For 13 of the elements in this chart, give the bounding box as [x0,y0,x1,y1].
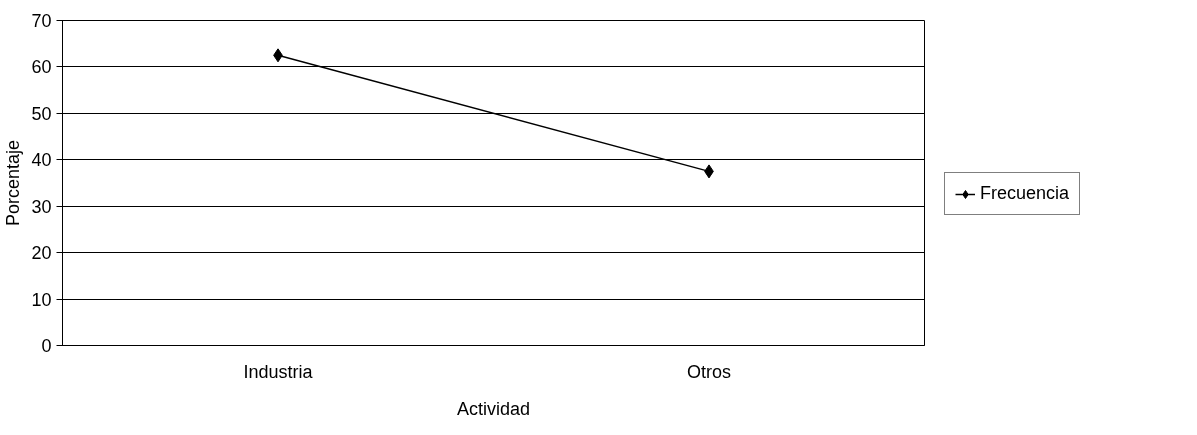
x-axis-title: Actividad [456,398,531,419]
legend-label: Frecuencia [980,183,1070,204]
y-tick-label: 0 [41,336,52,356]
y-tick-label: 30 [31,196,52,217]
y-tick-label: 20 [31,243,52,264]
y-tick-label: 40 [31,150,52,171]
y-axis-title: Porcentaje [3,139,24,227]
y-tick-label: 10 [31,289,52,310]
y-tick-label: 50 [31,103,52,124]
y-tick-label: 60 [31,57,52,78]
x-tick-label: Otros [687,361,732,382]
y-tick-label: 70 [31,11,52,31]
x-tick-label: Industria [243,361,314,382]
